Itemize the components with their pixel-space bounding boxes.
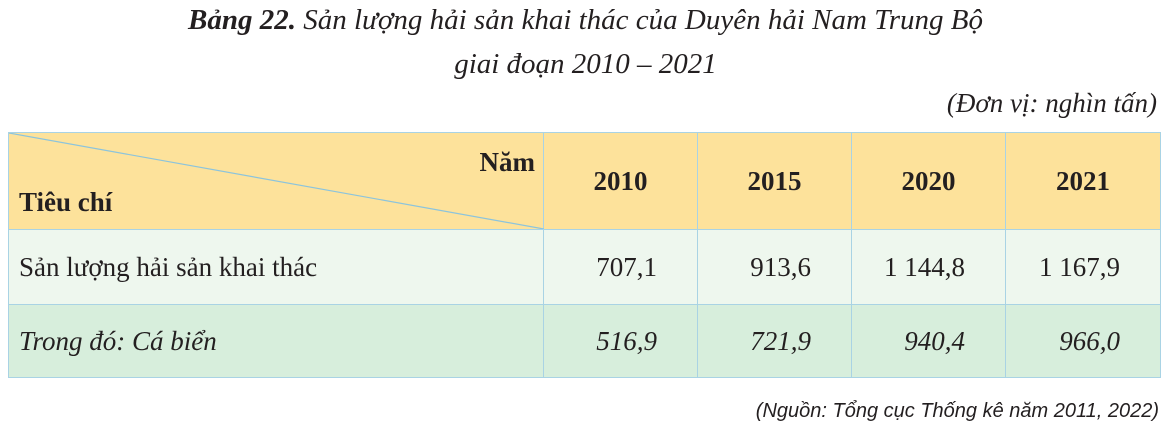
cell: 913,6: [697, 229, 852, 305]
cell: 966,0: [1005, 304, 1161, 378]
cell: 516,9: [543, 304, 698, 378]
cell: 940,4: [851, 304, 1006, 378]
table-row: Trong đó: Cá biển 516,9 721,9 940,4 966,…: [8, 304, 1161, 378]
title-line-1: Bảng 22. Sản lượng hải sản khai thác của…: [0, 4, 1171, 37]
title: Sản lượng hải sản khai thác của Duyên hả…: [303, 4, 983, 36]
data-table: Năm Tiêu chí 2010 2015 2020 2021 Sản lượ…: [8, 132, 1161, 378]
cell: 707,1: [543, 229, 698, 305]
table-label: Bảng 22.: [188, 4, 296, 36]
column-header: 2015: [697, 132, 852, 230]
cell: 1 144,8: [851, 229, 1006, 305]
cell: 1 167,9: [1005, 229, 1161, 305]
unit: (Đơn vị: nghìn tấn): [946, 88, 1157, 118]
column-header: 2021: [1005, 132, 1161, 230]
diagonal: [9, 133, 544, 229]
cell: 721,9: [697, 304, 852, 378]
corner-cell: Năm Tiêu chí: [8, 132, 544, 230]
column-header: 2020: [851, 132, 1006, 230]
column-header: 2010: [543, 132, 698, 230]
corner-bottom: Tiêu chí: [19, 187, 113, 217]
row-label: Trong đó: Cá biển: [8, 304, 544, 378]
title-line-2: giai đoạn 2010 – 2021: [454, 48, 717, 80]
corner-top: Năm: [479, 147, 536, 177]
header-row: Năm Tiêu chí 2010 2015 2020 2021: [8, 132, 1161, 230]
row-label: Sản lượng hải sản khai thác: [8, 229, 544, 305]
source: (Nguồn: Tổng cục Thống kê năm 2011, 2022…: [755, 400, 1159, 422]
table-row: Sản lượng hải sản khai thác 707,1 913,6 …: [8, 229, 1161, 305]
